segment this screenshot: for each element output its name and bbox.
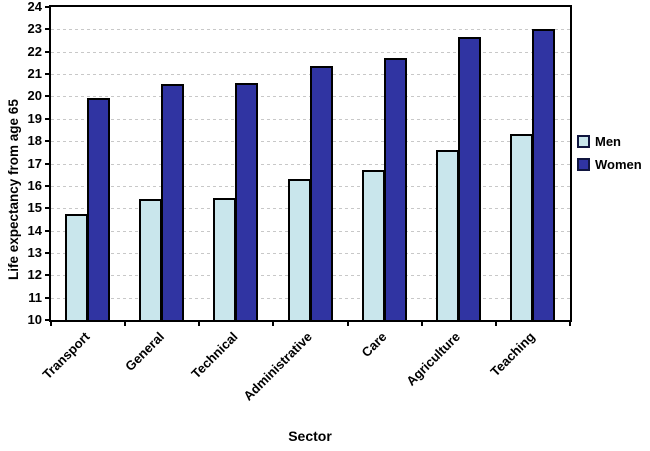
- bar-women-transport: [87, 97, 111, 322]
- x-axis-tick-mark: [272, 320, 275, 326]
- y-axis-tick-mark: [45, 6, 51, 8]
- bar-women-administrative: [309, 66, 333, 322]
- gridline-23: [51, 29, 570, 31]
- category-label-teaching: Teaching: [487, 329, 538, 380]
- legend-label-women: Women: [595, 157, 642, 172]
- y-axis-tick-mark: [45, 251, 51, 254]
- x-axis-tick-mark: [50, 320, 52, 326]
- y-axis-tick-mark: [45, 50, 51, 53]
- category-label-administrative: Administrative: [240, 329, 316, 404]
- category-label-transport: Transport: [39, 329, 93, 383]
- y-axis-tick-label: 15: [27, 200, 42, 216]
- bar-men-care: [361, 170, 385, 322]
- bar-men-technical: [213, 198, 237, 322]
- bar-men-teaching: [509, 134, 533, 322]
- y-axis-tick-label: 21: [27, 66, 42, 82]
- y-axis-tick-label: 22: [27, 43, 42, 59]
- y-axis-tick-mark: [45, 274, 51, 277]
- y-axis-tick-mark: [45, 207, 51, 210]
- legend-item-men: Men: [577, 134, 642, 149]
- y-axis-tick-label: 11: [28, 289, 42, 305]
- women-series-swatch-icon: [577, 158, 590, 171]
- legend-label-men: Men: [595, 134, 621, 149]
- y-axis-tick-label: 23: [27, 21, 42, 37]
- bar-women-agriculture: [457, 37, 481, 322]
- x-axis-tick-mark: [569, 320, 571, 326]
- category-label-agriculture: Agriculture: [403, 329, 464, 389]
- bar-women-teaching: [531, 29, 555, 322]
- y-axis-tick-label: 10: [27, 312, 42, 327]
- category-label-care: Care: [358, 329, 390, 361]
- x-axis-tick-mark: [494, 320, 497, 326]
- y-axis-tick-mark: [45, 117, 51, 120]
- bar-men-agriculture: [435, 150, 459, 322]
- bar-women-general: [161, 84, 185, 322]
- legend: Men Women: [577, 134, 642, 172]
- y-axis-tick-label: 18: [27, 133, 42, 149]
- y-axis-tick-mark: [45, 296, 51, 299]
- category-label-general: General: [121, 329, 167, 374]
- x-axis-tick-mark: [346, 320, 349, 326]
- legend-item-women: Women: [577, 157, 642, 172]
- y-axis-tick-label: 20: [27, 88, 42, 104]
- x-axis-tick-mark: [198, 320, 201, 326]
- y-axis-tick-mark: [45, 95, 51, 98]
- y-axis-tick-label: 13: [27, 244, 42, 260]
- bar-men-transport: [65, 213, 89, 322]
- bar-women-technical: [235, 83, 259, 322]
- y-axis-tick-label: 14: [27, 222, 42, 238]
- y-axis-tick-mark: [45, 73, 51, 76]
- bar-women-care: [383, 58, 407, 322]
- y-axis-tick-mark: [45, 319, 51, 321]
- y-axis-tick-mark: [45, 140, 51, 143]
- men-series-swatch-icon: [577, 135, 590, 148]
- y-axis-tick-label: 17: [27, 155, 42, 171]
- y-axis-tick-mark: [45, 162, 51, 165]
- y-axis-tick-label: 12: [27, 267, 42, 283]
- y-axis-tick-mark: [45, 28, 51, 31]
- x-axis-tick-mark: [124, 320, 127, 326]
- bar-men-general: [139, 199, 163, 322]
- y-axis-tick-label: 16: [27, 177, 42, 193]
- gridline-22: [51, 51, 570, 53]
- bar-men-administrative: [287, 179, 311, 322]
- x-axis-title: Sector: [288, 428, 332, 444]
- y-axis-tick-label: 19: [27, 110, 42, 126]
- x-axis-tick-mark: [420, 320, 423, 326]
- y-axis-tick-label: 24: [27, 0, 42, 14]
- y-axis-tick-mark: [45, 184, 51, 187]
- y-axis-tick-mark: [45, 229, 51, 232]
- category-label-technical: Technical: [188, 329, 241, 382]
